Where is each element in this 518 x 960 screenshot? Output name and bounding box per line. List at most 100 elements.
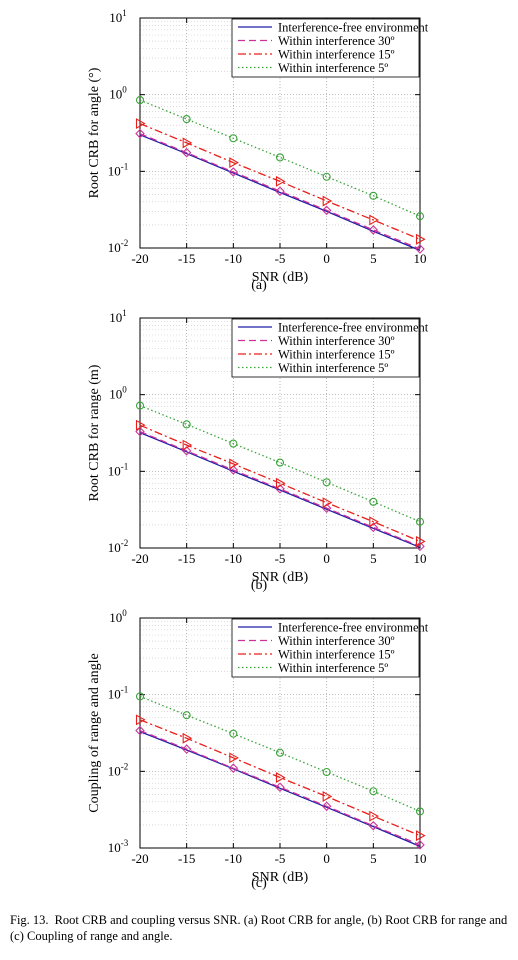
- circle-marker: [322, 478, 331, 487]
- series-line: [139, 99, 421, 217]
- diamond-marker: [181, 147, 192, 158]
- series-3: [135, 714, 426, 842]
- grid-lines: [140, 618, 420, 848]
- series-4: [135, 96, 425, 221]
- circle-marker: [275, 153, 285, 162]
- series-line: [139, 729, 421, 846]
- y-tick-label: 10-1: [108, 685, 129, 702]
- x-tick-label: 5: [370, 551, 377, 566]
- y-tick-label: 10-2: [108, 761, 129, 778]
- x-tick-label: -15: [178, 551, 195, 566]
- x-tick-label: 0: [323, 551, 330, 566]
- x-tick-label: -20: [131, 251, 148, 266]
- panel-label-b: (b): [250, 578, 268, 593]
- y-tick-exponent: 1: [122, 8, 127, 18]
- figure-caption: Fig. 13. Root CRB and coupling versus SNR…: [10, 912, 510, 944]
- y-axis-label: Root CRB for range (m): [87, 364, 102, 501]
- x-tick-label: -15: [178, 851, 195, 866]
- circle-marker: [182, 115, 191, 124]
- y-tick-label: 100: [109, 385, 127, 402]
- circle-marker: [182, 711, 191, 720]
- x-tick-label: 0: [323, 851, 330, 866]
- series-line: [139, 424, 421, 542]
- series-line: [139, 430, 421, 548]
- legend-label: Within interference 15º: [278, 348, 395, 362]
- circle-marker: [369, 497, 378, 506]
- x-tick-label: -15: [178, 251, 195, 266]
- triangle-marker: [322, 195, 333, 207]
- chart-panel-c: 10-3 10-2 10-1 100 -20 -15 -10 -5 0 5 10 SNR (dB) Co…: [0, 600, 518, 900]
- diamond-marker: [275, 186, 285, 197]
- diamond-marker: [228, 167, 239, 177]
- diamond-marker: [135, 128, 145, 139]
- triangle-marker: [369, 214, 379, 226]
- triangle-marker: [369, 810, 379, 822]
- x-tick-label: -10: [225, 551, 242, 566]
- triangle-marker: [182, 732, 193, 744]
- panel-label-c: (c): [251, 876, 267, 891]
- series-line: [139, 719, 421, 837]
- circle-marker: [135, 692, 145, 701]
- triangle-marker: [415, 830, 426, 842]
- figure-caption-text: Root CRB and coupling versus SNR. (a) Ro…: [10, 913, 508, 943]
- triangle-marker: [322, 497, 333, 509]
- triangle-marker: [275, 477, 286, 489]
- y-tick-exponent: 1: [122, 308, 127, 318]
- y-tick-label: 10-2: [108, 538, 129, 555]
- series-line: [139, 133, 421, 250]
- y-tick-exponent: -1: [121, 461, 129, 471]
- chart-panel-b: 10-2 10-1 100 101 -20 -15 -10 -5 0 5 10 SNR (dB) Roo…: [0, 300, 518, 600]
- y-tick-exponent: 0: [122, 385, 127, 395]
- diamond-marker: [228, 763, 239, 773]
- y-axis-label: Root CRB for angle (°): [87, 67, 102, 198]
- x-axis-label: SNR (dB): [252, 270, 309, 285]
- diamond-marker: [181, 744, 192, 754]
- x-tick-label: -5: [275, 851, 286, 866]
- legend-label: Interference-free environment: [278, 321, 429, 335]
- y-tick-exponent: 0: [122, 608, 127, 618]
- chart-panel-a: 10-2 10-1 100 101 -20 -15 -10 -5 0 5 10 SNR (dB) Roo…: [0, 0, 518, 300]
- diamond-marker: [228, 465, 239, 475]
- diamond-marker: [368, 225, 379, 235]
- triangle-marker: [275, 772, 286, 783]
- series-1: [139, 730, 421, 847]
- triangle-marker: [135, 419, 146, 431]
- x-tick-label: 10: [414, 851, 427, 866]
- circle-marker: [322, 172, 331, 181]
- x-axis-label: SNR (dB): [252, 870, 309, 885]
- x-tick-label: 10: [414, 551, 427, 566]
- y-tick-exponent: 0: [122, 85, 127, 95]
- y-tick-label: 10-1: [108, 461, 129, 478]
- x-tick-label: -5: [275, 551, 286, 566]
- series-3: [135, 419, 426, 547]
- y-axis-label: Coupling of range and angle: [87, 653, 102, 812]
- series-4: [135, 692, 425, 816]
- circle-marker: [275, 748, 285, 757]
- grid-lines: [140, 318, 420, 548]
- x-tick-label: 0: [323, 251, 330, 266]
- x-tick-label: -10: [225, 251, 242, 266]
- triangle-marker: [182, 439, 193, 451]
- circle-marker: [415, 517, 425, 526]
- series-line: [139, 134, 421, 252]
- x-tick-label: -5: [275, 251, 286, 266]
- legend-label: Within interference 15º: [278, 48, 395, 62]
- triangle-marker: [415, 233, 426, 245]
- y-tick-exponent: -1: [121, 685, 129, 695]
- diamond-marker: [368, 820, 379, 831]
- circle-marker: [135, 401, 145, 410]
- series-3: [135, 118, 426, 245]
- triangle-marker: [135, 714, 146, 726]
- diamond-marker: [275, 782, 285, 793]
- diamond-marker: [135, 426, 145, 437]
- x-tick-label: 5: [370, 851, 377, 866]
- y-tick-exponent: -2: [121, 538, 129, 548]
- x-tick-label: 5: [370, 251, 377, 266]
- legend-label: Within interference 5º: [278, 661, 388, 675]
- series-1: [139, 431, 421, 548]
- diamond-marker: [321, 205, 332, 216]
